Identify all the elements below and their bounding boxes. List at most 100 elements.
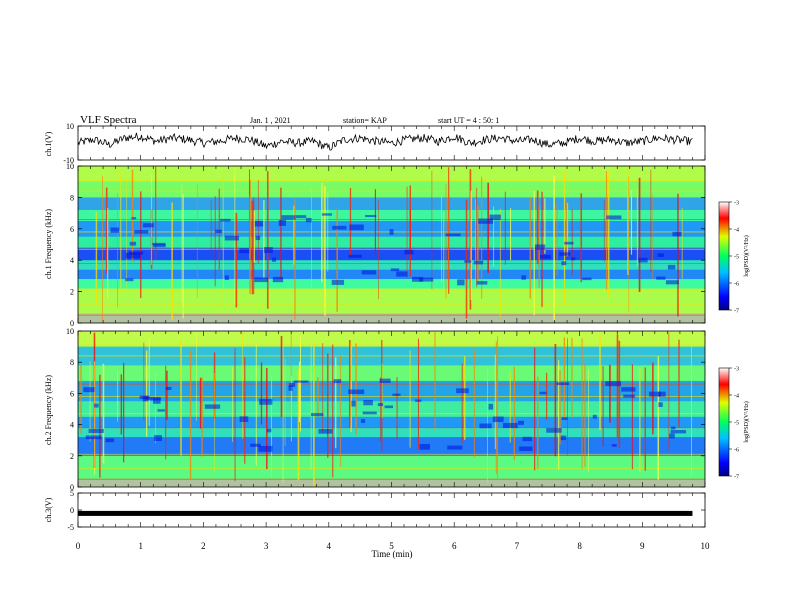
low-power-patch	[479, 423, 492, 429]
low-power-patch	[638, 257, 648, 263]
low-power-patch	[272, 257, 277, 262]
ch1-waveform-panel: 10 -10	[63, 122, 706, 165]
low-power-patch	[131, 217, 137, 220]
low-power-patch	[404, 249, 414, 255]
low-power-patch	[540, 254, 551, 259]
ch3-waveform-panel: 5 0 -5	[67, 489, 706, 532]
ch2-frequency-tick-label: 8	[70, 358, 74, 367]
low-power-patch	[488, 403, 494, 410]
time-tick-label: 5	[389, 541, 394, 551]
ch1-frequency-tick-label: 8	[70, 193, 74, 202]
low-power-patch	[521, 275, 526, 280]
low-power-patch	[363, 399, 373, 406]
low-power-patch	[365, 215, 377, 218]
low-power-patch	[560, 435, 567, 441]
low-power-patch	[125, 252, 141, 259]
low-power-patch	[139, 395, 150, 400]
ch2-colorbar: log(PSD)(V²/Hz) -3 -4 -5 -6 -7	[718, 367, 750, 481]
low-power-patch	[384, 405, 393, 409]
spectrogram-band	[78, 427, 705, 438]
low-power-patch	[519, 446, 533, 452]
low-power-patch	[667, 264, 676, 270]
low-power-patch	[447, 445, 463, 450]
low-power-patch	[83, 387, 95, 393]
low-power-patch	[669, 433, 675, 439]
low-power-patch	[318, 429, 333, 434]
ch1-colorbar: log(PSD)(V²/Hz) -3 -4 -5 -6 -7	[718, 201, 750, 315]
low-power-patch	[289, 382, 296, 387]
time-tick-label: 6	[452, 541, 457, 551]
low-power-patch	[348, 389, 365, 395]
low-power-patch	[153, 398, 161, 404]
low-power-patch	[611, 444, 617, 447]
ch2-frequency-tick-label: 4	[70, 421, 74, 430]
low-power-patch	[220, 218, 231, 222]
ch2-frequency-axis-label: ch.2 Frequency (kHz)	[44, 375, 53, 445]
spectrogram-band	[78, 331, 705, 347]
low-power-patch	[360, 419, 366, 423]
low-power-patch	[534, 244, 546, 250]
low-power-patch	[349, 224, 364, 231]
low-power-patch	[377, 403, 384, 407]
colorbar-tick-label: -5	[734, 421, 739, 427]
low-power-patch	[305, 217, 312, 223]
colorbar-tick-label: -3	[734, 367, 739, 373]
low-power-patch	[657, 253, 664, 257]
low-power-patch	[503, 422, 518, 429]
low-power-patch	[254, 220, 264, 227]
ch2-frequency-tick-label: 10	[66, 327, 74, 336]
date-label: Jan. 1 , 2021	[250, 116, 291, 125]
low-power-patch	[419, 443, 430, 450]
ch3-voltage-axis-label: ch.3(V)	[44, 497, 53, 522]
low-power-patch	[672, 231, 682, 237]
ch1-spectrogram-panel: 0 2 4 6 8 10	[66, 162, 706, 328]
low-power-patch	[379, 378, 391, 383]
ch2-frequency-tick-label: 6	[70, 389, 74, 398]
ch1-frequency-tick-label: 2	[70, 288, 74, 297]
low-power-patch	[658, 391, 666, 397]
low-power-patch	[110, 227, 120, 233]
time-tick-label: 3	[264, 541, 269, 551]
low-power-patch	[157, 409, 165, 412]
low-power-patch	[278, 220, 286, 226]
low-power-patch	[582, 277, 592, 281]
low-power-patch	[154, 435, 163, 442]
ch1-frequency-tick-label: 6	[70, 225, 74, 234]
low-power-patch	[165, 386, 172, 391]
ch1-voltage-axis-label: ch.1(V)	[44, 131, 53, 156]
low-power-patch	[333, 379, 342, 384]
colorbar-tick-label: -7	[734, 475, 739, 481]
low-power-patch	[392, 393, 401, 396]
low-power-patch	[489, 214, 501, 221]
spectrogram-band	[78, 288, 705, 314]
low-power-patch	[561, 261, 567, 266]
low-power-patch	[259, 399, 273, 405]
low-power-patch	[606, 215, 622, 220]
spectrogram-band	[78, 279, 705, 289]
low-power-patch	[389, 229, 394, 235]
ch2-colorbar-label: log(PSD)(V²/Hz)	[743, 401, 750, 442]
low-power-patch	[85, 435, 102, 440]
spectrogram-band	[78, 181, 705, 198]
time-tick-label: 7	[515, 541, 520, 551]
low-power-patch	[94, 403, 99, 408]
low-power-patch	[561, 417, 568, 420]
ch1-voltage-tick-label: -10	[63, 156, 74, 165]
ch3-voltage-tick-label: 0	[70, 506, 74, 515]
low-power-patch	[396, 271, 408, 277]
time-tick-label: 1	[138, 541, 143, 551]
ch2-frequency-tick-label: 0	[70, 483, 74, 492]
low-power-patch	[250, 443, 261, 447]
low-power-patch	[478, 218, 494, 224]
low-power-patch	[310, 413, 324, 417]
ch1-frequency-tick-label: 10	[66, 162, 74, 171]
colorbar-tick-label: -4	[734, 228, 739, 234]
low-power-patch	[239, 416, 249, 422]
low-power-patch	[129, 241, 137, 246]
time-tick-label: 8	[577, 541, 582, 551]
low-power-patch	[332, 225, 347, 230]
colorbar-tick-label: -6	[734, 282, 739, 288]
low-power-patch	[105, 438, 115, 443]
low-power-patch	[293, 380, 309, 383]
low-power-patch	[665, 280, 679, 285]
